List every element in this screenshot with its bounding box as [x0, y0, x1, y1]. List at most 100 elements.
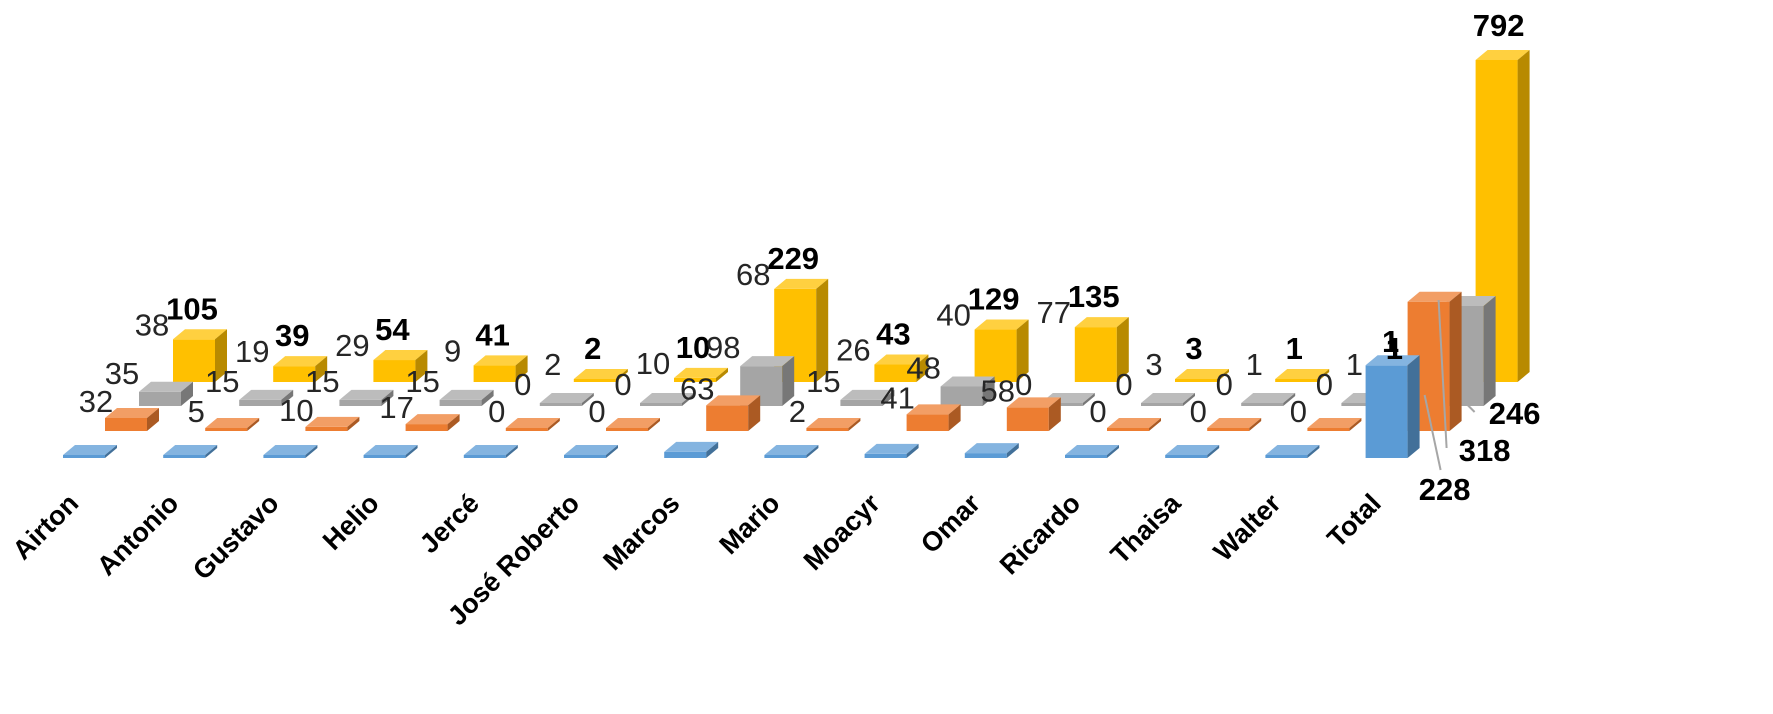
bar-front — [974, 329, 1017, 382]
bar-top — [806, 418, 861, 428]
bar-side — [1082, 393, 1095, 406]
bar-side — [181, 381, 193, 406]
bar-front — [940, 386, 983, 406]
data-label-orange: 5 — [188, 394, 205, 429]
data-label-gray: 0 — [514, 367, 531, 402]
bar-front — [1307, 428, 1350, 431]
bar-top — [1107, 418, 1161, 428]
data-label-orange: 10 — [279, 393, 313, 428]
bar-top — [139, 381, 193, 392]
bar-top — [1207, 418, 1262, 428]
data-label-gold: 41 — [475, 317, 509, 352]
bar-top — [674, 367, 728, 378]
bar-side — [305, 445, 318, 458]
data-label-orange: 2 — [789, 394, 806, 429]
data-label-blue-total: 228 — [1419, 472, 1471, 507]
bar-side — [648, 418, 660, 431]
leader-line — [1465, 403, 1476, 413]
bar-front — [606, 428, 648, 431]
bar-top — [1006, 397, 1061, 408]
data-label-extra: 19 — [235, 334, 269, 369]
bar-front — [1141, 403, 1183, 406]
bar-front — [764, 455, 807, 458]
data-label-gold: 1 — [1386, 331, 1403, 366]
bar-top — [606, 418, 660, 428]
bar-front — [806, 428, 849, 431]
bar-side — [916, 354, 929, 382]
bar-front — [63, 455, 105, 458]
bar-front — [1074, 327, 1117, 382]
bar-top — [239, 389, 294, 400]
data-label-gold: 1 — [1286, 331, 1303, 366]
data-label-orange: 58 — [981, 373, 1015, 408]
bar-top — [664, 441, 719, 452]
data-label-gray: 0 — [1316, 367, 1333, 402]
data-label-gray-total: 246 — [1489, 396, 1541, 431]
bar-side — [547, 418, 560, 431]
bar-front — [1241, 403, 1284, 406]
bar-side — [1217, 369, 1229, 382]
bar-front — [505, 428, 548, 431]
category-label: Mario — [714, 488, 786, 560]
category-label: Antonio — [91, 488, 184, 581]
bar-side — [1048, 397, 1061, 431]
bar-top — [840, 389, 895, 400]
data-label-gray: 35 — [105, 356, 139, 391]
category-label: Walter — [1208, 488, 1287, 567]
data-label-extra: 68 — [736, 257, 770, 292]
bar-front — [1275, 379, 1318, 382]
data-label-orange: 0 — [1089, 394, 1106, 429]
bar-top — [163, 445, 218, 455]
bar-top — [1275, 369, 1330, 379]
bar-top — [1065, 445, 1119, 455]
bar-front — [363, 455, 406, 458]
data-label-gray: 48 — [906, 350, 940, 385]
bar-front — [674, 377, 716, 382]
bar-front — [1365, 365, 1408, 458]
bar-front — [573, 379, 616, 382]
data-label-extra: 3 — [1145, 347, 1162, 382]
data-label-gold: 43 — [876, 317, 910, 352]
leader-line — [1423, 394, 1442, 471]
bar-side — [615, 369, 628, 382]
bar-side — [682, 393, 694, 406]
data-label-orange: 0 — [1290, 394, 1307, 429]
bar-top — [473, 355, 528, 366]
bar-front — [1107, 428, 1149, 431]
bar-side — [447, 414, 460, 431]
bar-front — [539, 403, 582, 406]
bar-top — [1175, 369, 1229, 379]
bar-side — [882, 389, 895, 406]
bar-side — [1006, 443, 1019, 458]
data-label-extra-total: 1 — [1382, 324, 1399, 359]
category-label: Helio — [317, 488, 385, 556]
data-label-gold: 10 — [676, 330, 710, 365]
bar-side — [782, 356, 795, 406]
bar-front — [906, 414, 949, 431]
data-label-gray: 0 — [1216, 367, 1233, 402]
bar-top — [205, 418, 260, 428]
data-label-extra: 29 — [335, 328, 369, 363]
bar-side — [1183, 393, 1195, 406]
data-label-gold: 229 — [767, 241, 819, 276]
bar-top — [774, 278, 829, 289]
bar-top — [1265, 445, 1320, 455]
bar-side — [848, 418, 861, 431]
bar-side — [205, 445, 218, 458]
data-label-extra: 2 — [544, 347, 561, 382]
data-label-extra: 40 — [936, 298, 970, 333]
category-label: Marcos — [597, 488, 685, 576]
bar-front — [664, 451, 707, 458]
bar-front — [1207, 428, 1250, 431]
bar-top — [764, 445, 819, 455]
data-label-orange: 32 — [79, 384, 113, 419]
bar-top — [906, 404, 961, 415]
data-label-gold: 3 — [1185, 331, 1202, 366]
bar-top — [640, 393, 694, 403]
bar-side — [1283, 393, 1296, 406]
bar-front — [305, 426, 348, 431]
bar-top — [505, 418, 560, 428]
data-label-orange-total: 318 — [1459, 433, 1511, 468]
bar-side — [716, 367, 728, 382]
